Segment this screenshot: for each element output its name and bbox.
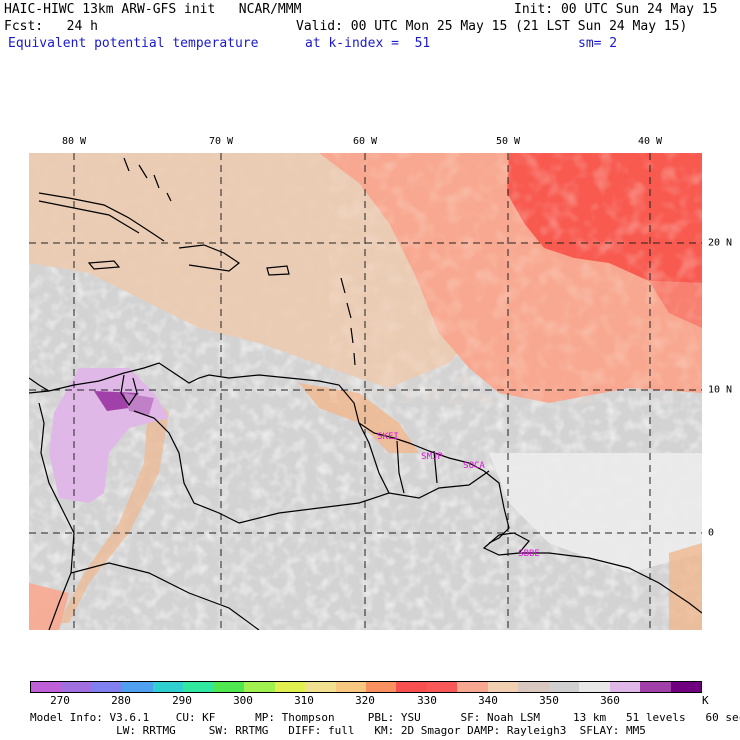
- colorbar-swatch: [609, 682, 641, 692]
- colorbar-swatch: [274, 682, 306, 692]
- init-time: Init: 00 UTC Sun 24 May 15: [514, 2, 718, 17]
- station-label: SMJP: [421, 452, 443, 462]
- colorbar-tick: 280: [111, 694, 131, 707]
- colorbar-swatch: [426, 682, 458, 692]
- lat-label-10n: 10 N: [708, 384, 733, 396]
- colorbar-tick: 300: [233, 694, 253, 707]
- theta-e-southeast-warm: [669, 543, 702, 630]
- colorbar-swatch: [152, 682, 184, 692]
- theta-e-360k-region: [489, 453, 702, 573]
- colorbar-swatch: [91, 682, 123, 692]
- theta-e-southwest-warm: [29, 583, 69, 630]
- colorbar-tick: 270: [50, 694, 70, 707]
- colorbar-swatch: [213, 682, 245, 692]
- colorbar-tick: 320: [355, 694, 375, 707]
- station-label: SKEI: [377, 432, 399, 442]
- colorbar-swatch: [31, 682, 62, 692]
- forecast-hour: Fcst: 24 h: [4, 19, 98, 34]
- colorbar-tick: 310: [294, 694, 314, 707]
- valid-time: Valid: 00 UTC Mon 25 May 15 (21 LST Sun …: [296, 19, 688, 34]
- lon-label-70w: 70 W: [208, 136, 234, 147]
- colorbar-swatch: [487, 682, 519, 692]
- station-label: SBBE: [518, 549, 540, 559]
- lon-label-40w: 40 W: [637, 136, 663, 147]
- coastlines: [29, 157, 702, 630]
- colorbar-swatch: [457, 682, 488, 692]
- colorbar-swatch: [640, 682, 671, 692]
- colorbar-swatch: [244, 682, 275, 692]
- lat-label-0: 0: [708, 527, 715, 539]
- theta-e-cold-core-edge: [124, 393, 154, 415]
- colorbar-swatch: [122, 682, 153, 692]
- colorbar-swatch: [61, 682, 92, 692]
- colorbar-swatch: [518, 682, 549, 692]
- map-panel: [29, 153, 702, 630]
- colorbar-swatch: [335, 682, 366, 692]
- colorbar-tick: 330: [417, 694, 437, 707]
- equivalent-potential-temperature-map: [29, 153, 702, 630]
- lon-label-80w: 80 W: [61, 136, 87, 147]
- field-name: Equivalent potential temperature: [8, 36, 259, 51]
- colorbar-swatch: [670, 682, 701, 692]
- colorbar-swatch: [579, 682, 610, 692]
- lon-label-50w: 50 W: [495, 136, 521, 147]
- colorbar-unit: K: [702, 694, 709, 707]
- colorbar-swatch: [365, 682, 397, 692]
- lon-label-60w: 60 W: [352, 136, 378, 147]
- colorbar-swatch: [183, 682, 214, 692]
- colorbar-tick: 360: [600, 694, 620, 707]
- colorbar-tick: 350: [539, 694, 559, 707]
- colorbar-swatch: [548, 682, 580, 692]
- colorbar-swatch: [305, 682, 336, 692]
- colorbar-swatch: [396, 682, 427, 692]
- model-info-line1: Model Info: V3.6.1 CU: KF MP: Thompson P…: [30, 711, 740, 724]
- station-label: SOCA: [463, 461, 485, 471]
- vertical-level: at k-index = 51: [305, 36, 431, 51]
- model-info-line2: LW: RRTMG SW: RRTMG DIFF: full KM: 2D Sm…: [30, 724, 646, 737]
- lat-label-20n: 20 N: [708, 237, 733, 249]
- colorbar: [30, 681, 702, 693]
- smoothing: sm= 2: [578, 36, 618, 51]
- colorbar-tick: 290: [172, 694, 192, 707]
- colorbar-tick: 340: [478, 694, 498, 707]
- lat-lon-grid: [29, 153, 702, 630]
- model-title: HAIC-HIWC 13km ARW-GFS init NCAR/MMM: [4, 2, 302, 17]
- theta-e-warm-speckle: [329, 153, 702, 403]
